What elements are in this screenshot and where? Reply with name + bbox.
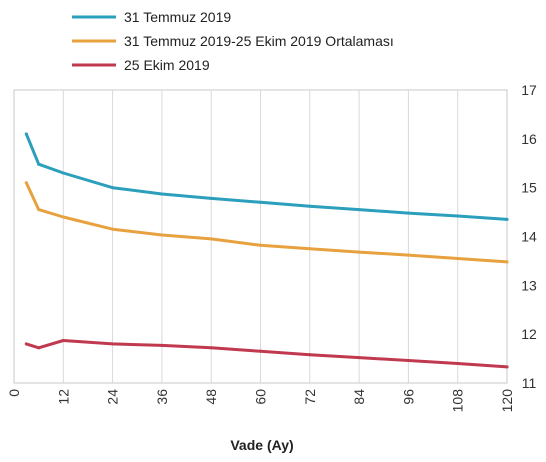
- data-point: [406, 211, 410, 215]
- data-point: [61, 171, 65, 175]
- data-point: [357, 250, 361, 254]
- grid-layer: [13, 89, 508, 384]
- data-point: [308, 247, 312, 251]
- data-point: [24, 181, 28, 185]
- data-point: [111, 342, 115, 346]
- axis-layer: 0 12 24 36 48 60 72 84 96 108 120 11 12 13 14 15 16 17: [6, 82, 537, 412]
- data-point: [209, 346, 213, 350]
- series-line-3: [24, 339, 509, 369]
- series-line-2: [24, 181, 509, 264]
- data-point: [505, 365, 509, 369]
- x-tick-label: 120: [499, 389, 515, 413]
- data-point: [160, 343, 164, 347]
- x-tick-label: 0: [6, 389, 22, 397]
- y-tick-label: 12: [521, 326, 537, 342]
- data-point: [24, 342, 28, 346]
- data-point: [505, 217, 509, 221]
- legend: 31 Temmuz 2019 31 Temmuz 2019-25 Ekim 201…: [72, 9, 394, 73]
- x-axis-title: Vade (Ay): [230, 437, 293, 453]
- data-point: [259, 243, 262, 247]
- x-tick-label: 36: [154, 389, 170, 405]
- data-point: [406, 253, 410, 257]
- x-tick-label: 12: [55, 389, 71, 405]
- data-point: [61, 339, 65, 343]
- x-tick-label: 24: [105, 389, 121, 405]
- data-point: [37, 208, 41, 212]
- data-point: [209, 196, 213, 200]
- x-tick-label: 108: [450, 389, 466, 413]
- y-tick-label: 16: [521, 131, 537, 147]
- y-tick-label: 11: [522, 375, 537, 391]
- data-point: [308, 204, 312, 208]
- data-point: [37, 162, 41, 166]
- data-point: [505, 260, 509, 264]
- data-point: [111, 227, 115, 231]
- data-point: [160, 233, 164, 237]
- data-point: [209, 237, 213, 241]
- data-point: [61, 215, 65, 219]
- data-point: [160, 192, 164, 196]
- series-layer: [24, 132, 509, 369]
- data-point: [456, 256, 460, 260]
- legend-label-3: 25 Ekim 2019: [124, 57, 210, 73]
- data-point: [24, 132, 28, 136]
- data-point: [259, 349, 262, 353]
- x-tick-label: 60: [253, 389, 269, 405]
- x-tick-label: 96: [400, 389, 416, 405]
- data-point: [406, 359, 410, 363]
- y-tick-label: 13: [521, 277, 537, 293]
- legend-label-1: 31 Temmuz 2019: [124, 9, 231, 25]
- y-tick-label: 17: [521, 82, 537, 98]
- series-line-1: [24, 132, 509, 221]
- data-point: [456, 214, 460, 218]
- y-tick-label: 15: [521, 180, 537, 196]
- data-point: [111, 186, 115, 190]
- data-point: [357, 356, 361, 360]
- x-tick-label: 84: [351, 389, 367, 405]
- data-point: [37, 346, 41, 350]
- y-tick-label: 14: [521, 229, 537, 245]
- data-point: [357, 208, 361, 212]
- legend-label-2: 31 Temmuz 2019-25 Ekim 2019 Ortalaması: [124, 33, 394, 49]
- x-tick-label: 48: [203, 389, 219, 405]
- x-tick-label: 72: [302, 389, 318, 405]
- data-point: [259, 200, 262, 204]
- data-point: [308, 353, 312, 357]
- data-point: [456, 361, 460, 365]
